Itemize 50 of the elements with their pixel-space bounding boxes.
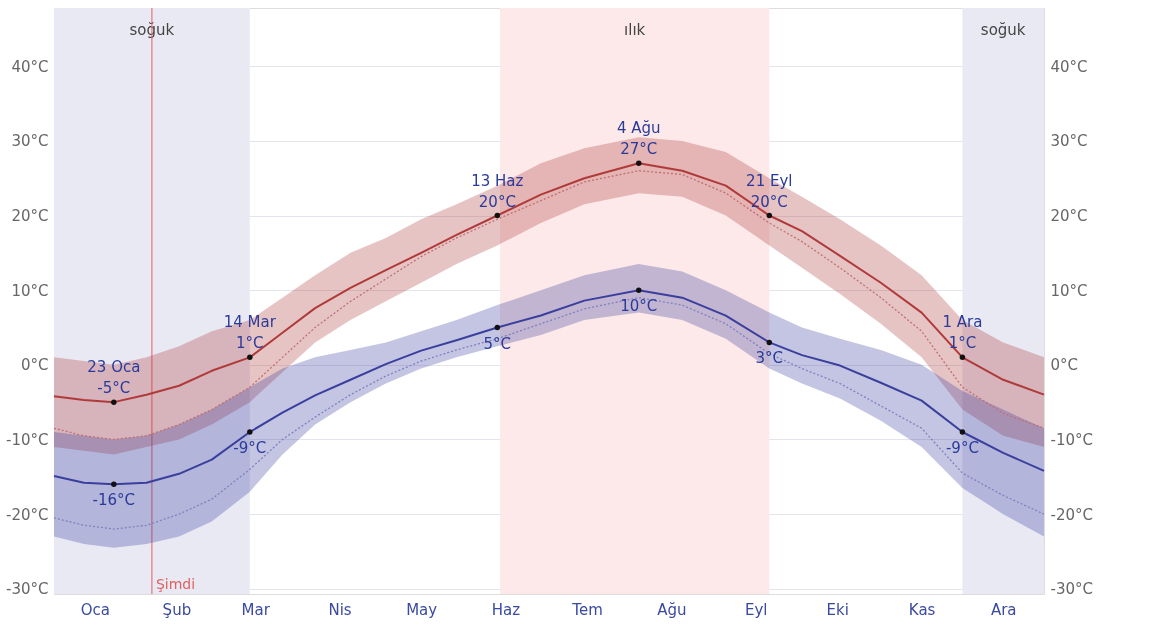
data-label: 10°C bbox=[620, 297, 658, 316]
data-label: 20°C bbox=[750, 192, 788, 211]
annotation: 1 Ara bbox=[942, 313, 983, 332]
x-tick-label: Şub bbox=[162, 600, 192, 619]
data-label: 5°C bbox=[483, 334, 512, 353]
data-label: 20°C bbox=[478, 192, 516, 211]
x-tick-label: Oca bbox=[80, 600, 110, 619]
y-tick-label: -10°C bbox=[6, 430, 49, 449]
data-label: 1°C bbox=[236, 334, 264, 353]
y-tick-label: 10°C bbox=[11, 281, 49, 300]
y-tick-label: -30°C bbox=[6, 580, 49, 599]
y-tick-label: -20°C bbox=[6, 505, 49, 524]
x-tick-label: May bbox=[406, 600, 438, 619]
annotation: 23 Oca bbox=[87, 358, 141, 377]
y2-tick-label: -10°C bbox=[1050, 430, 1093, 449]
data-label: 1°C bbox=[948, 334, 977, 353]
band-label: soğuk bbox=[129, 21, 175, 39]
data-label: -16°C bbox=[92, 491, 136, 510]
annotation: 21 Eyl bbox=[746, 171, 793, 190]
y-tick-label: 30°C bbox=[11, 132, 49, 151]
x-tick-label: Haz bbox=[491, 600, 521, 619]
y2-tick-label: 40°C bbox=[1050, 57, 1088, 76]
data-label: 27°C bbox=[620, 140, 658, 159]
y2-tick-label: 20°C bbox=[1050, 207, 1088, 226]
annotation: 14 Mar bbox=[223, 313, 277, 332]
data-label: -9°C bbox=[945, 439, 979, 458]
x-tick-label: Eki bbox=[826, 600, 849, 619]
x-tick-label: Mar bbox=[241, 600, 271, 619]
x-tick-label: Ağu bbox=[657, 600, 687, 619]
y2-tick-label: 10°C bbox=[1050, 281, 1088, 300]
y2-tick-label: 30°C bbox=[1050, 132, 1088, 151]
y2-tick-label: -30°C bbox=[1050, 580, 1093, 599]
x-tick-label: Nis bbox=[328, 600, 352, 619]
y-tick-label: 20°C bbox=[11, 207, 49, 226]
band-label: soğuk bbox=[980, 21, 1026, 39]
x-tick-label: Eyl bbox=[744, 600, 768, 619]
data-label: 3°C bbox=[755, 349, 784, 368]
y-tick-label: 40°C bbox=[11, 57, 49, 76]
band-label: ılık bbox=[624, 21, 646, 39]
y2-tick-label: -20°C bbox=[1050, 505, 1093, 524]
x-tick-label: Kas bbox=[908, 600, 936, 619]
x-tick-label: Ara bbox=[990, 600, 1017, 619]
x-tick-label: Tem bbox=[571, 600, 603, 619]
annotation: 4 Ağu bbox=[616, 119, 661, 138]
data-label: -5°C bbox=[97, 379, 131, 398]
ref-line-label: Şimdi bbox=[155, 576, 196, 592]
data-label: -9°C bbox=[233, 439, 267, 458]
y2-tick-label: 0°C bbox=[1050, 356, 1079, 375]
y-tick-label: 0°C bbox=[20, 356, 49, 375]
annotation: 13 Haz bbox=[471, 171, 524, 190]
